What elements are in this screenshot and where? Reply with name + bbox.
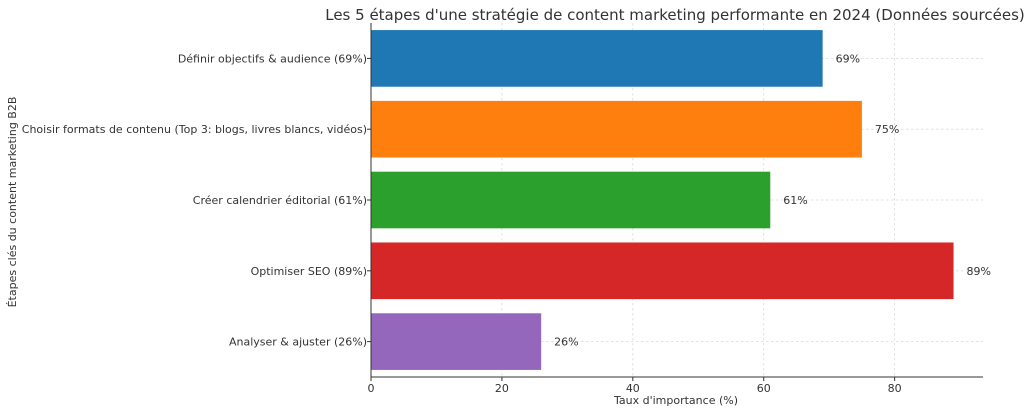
bar-value-label: 89% xyxy=(967,265,991,278)
bar-value-label: 75% xyxy=(875,123,899,136)
bar xyxy=(371,171,771,229)
bar xyxy=(371,30,823,87)
bar-value-label: 69% xyxy=(836,52,860,65)
y-tick-label: Analyser & ajuster (26%) xyxy=(229,336,367,349)
x-tick-label: 20 xyxy=(495,382,509,395)
x-tick-label: 80 xyxy=(888,382,902,395)
bar-value-label: 61% xyxy=(783,194,807,207)
y-tick-label: Optimiser SEO (89%) xyxy=(251,265,367,278)
x-axis-label: Taux d'importance (%) xyxy=(613,394,738,407)
chart-title: Les 5 étapes d'une stratégie de content … xyxy=(325,6,1024,24)
x-tick-label: 0 xyxy=(368,382,375,395)
bar xyxy=(371,242,954,300)
bar xyxy=(371,313,542,370)
y-tick-label: Définir objectifs & audience (69%) xyxy=(178,52,367,65)
y-axis-label: Étapes clés du content marketing B2B xyxy=(6,97,19,308)
axes: Définir objectifs & audience (69%) Choisi… xyxy=(22,23,983,395)
x-tick-label: 40 xyxy=(626,382,640,395)
x-tick-label: 60 xyxy=(757,382,771,395)
bar-value-label: 26% xyxy=(554,336,578,349)
y-tick-label: Choisir formats de contenu (Top 3: blogs… xyxy=(22,123,367,136)
bars: 69% 75% 61% 89% 26% xyxy=(371,30,991,370)
bar xyxy=(371,100,862,158)
y-tick-label: Créer calendrier éditorial (61%) xyxy=(193,194,367,207)
